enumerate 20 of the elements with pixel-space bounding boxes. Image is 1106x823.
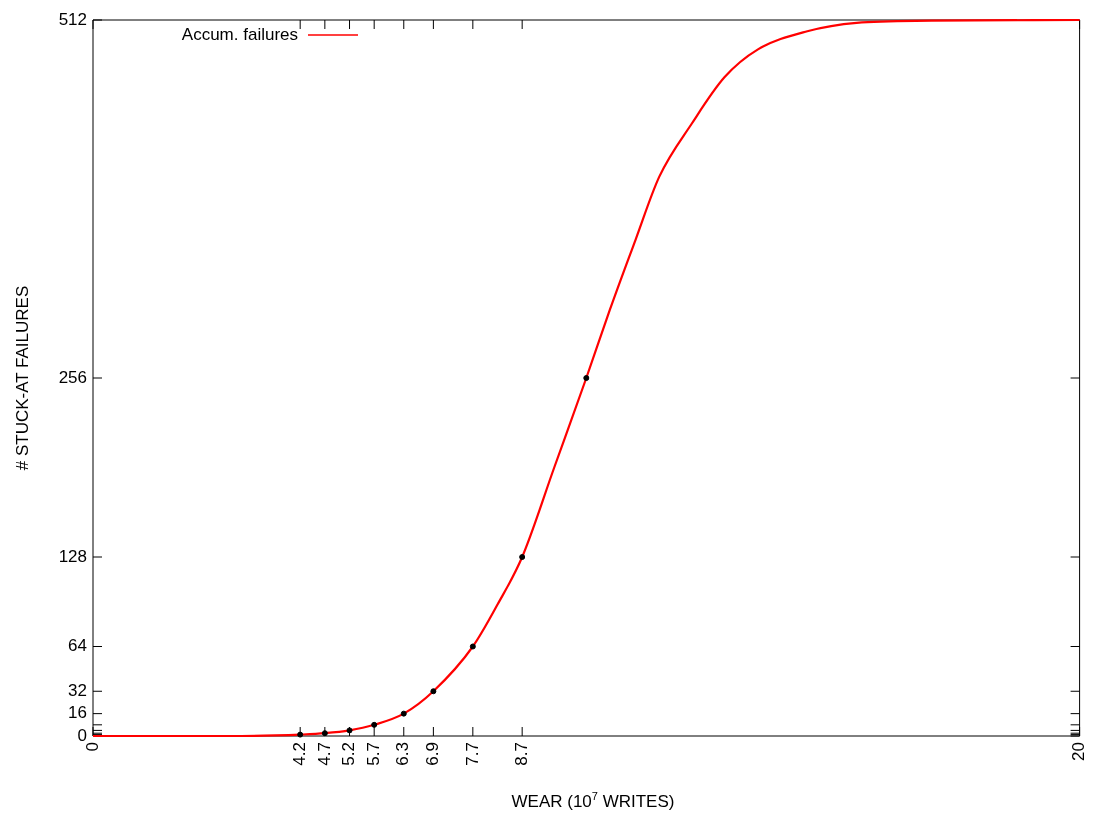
y-tick-label: 32 (68, 680, 87, 700)
x-tick-label: 6.3 (393, 742, 413, 766)
x-tick-label: 0 (82, 742, 102, 752)
x-tick-label: 7.7 (462, 742, 482, 766)
x-tick-label: 5.7 (363, 742, 383, 766)
y-tick-label: 0 (77, 725, 87, 745)
x-tick-label: 4.7 (314, 742, 334, 766)
x-tick-label: 5.2 (339, 742, 359, 766)
y-axis-title: # STUCK-AT FAILURES (13, 285, 33, 471)
x-tick-label: 20 (1069, 742, 1089, 761)
y-tick-label: 256 (58, 367, 87, 387)
y-tick-label: 128 (58, 546, 87, 566)
x-axis-title: WEAR (10$^{7}$ WRITES) (510, 790, 676, 812)
x-tick-label: 8.7 (511, 742, 531, 766)
y-tick-label: 16 (68, 703, 87, 723)
y-tick-label: 64 (68, 636, 87, 656)
text: Accum. failures (181, 24, 298, 44)
x-tick-label: 6.9 (423, 742, 443, 766)
y-tick-label: 512 (58, 9, 87, 29)
x-tick-label: 4.2 (289, 742, 309, 766)
